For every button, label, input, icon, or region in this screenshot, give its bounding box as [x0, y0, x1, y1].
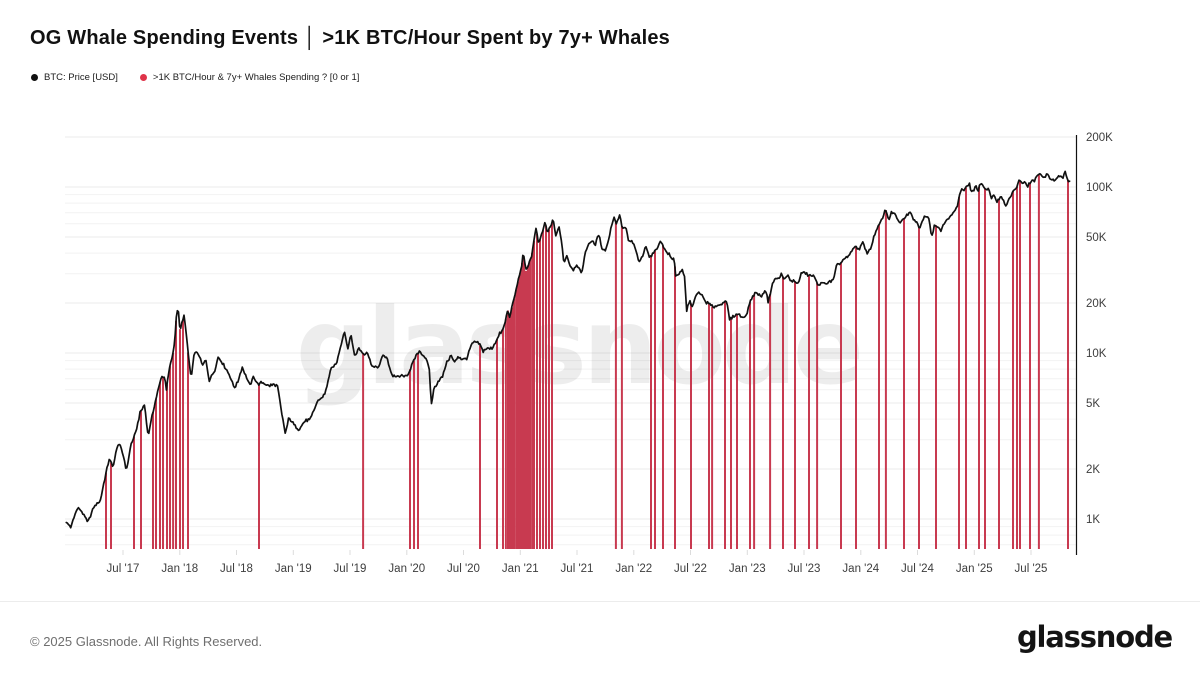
x-axis-label: Jul '20 — [447, 563, 480, 575]
legend: BTC: Price [USD] >1K BTC/Hour & 7y+ Whal… — [31, 72, 359, 83]
page-title: OG Whale Spending Events │ >1K BTC/Hour … — [30, 27, 670, 49]
x-axis-label: Jan '23 — [729, 563, 766, 575]
legend-item-whale-spending[interactable]: >1K BTC/Hour & 7y+ Whales Spending ? [0 … — [139, 72, 360, 83]
glassnode-logo: glassnode — [1017, 620, 1173, 654]
series-dot-icon — [31, 74, 38, 81]
x-axis-label: Jul '22 — [674, 563, 707, 575]
x-axis-label: Jul '19 — [334, 563, 367, 575]
y-axis-label: 10K — [1086, 348, 1107, 360]
y-axis-label: 2K — [1086, 464, 1100, 476]
x-axis-label: Jan '18 — [161, 563, 198, 575]
x-axis-label: Jul '18 — [220, 563, 253, 575]
x-axis-label: Jan '25 — [956, 563, 993, 575]
x-axis-label: Jul '17 — [107, 563, 140, 575]
x-axis-label: Jan '20 — [388, 563, 425, 575]
y-axis-label: 100K — [1086, 182, 1113, 194]
x-axis-label: Jan '19 — [275, 563, 312, 575]
x-axis-label: Jul '25 — [1015, 563, 1048, 575]
legend-label-btc-price: BTC: Price [USD] — [44, 72, 118, 83]
price-line — [65, 170, 1071, 529]
x-axis-label: Jul '23 — [788, 563, 821, 575]
y-axis-label: 20K — [1086, 298, 1107, 310]
x-axis-label: Jul '24 — [901, 563, 934, 575]
y-axis-label: 5K — [1086, 398, 1100, 410]
y-axis-label: 200K — [1086, 132, 1113, 144]
y-axis-label: 1K — [1086, 514, 1100, 526]
x-axis-label: Jan '22 — [615, 563, 652, 575]
legend-label-whale-spending: >1K BTC/Hour & 7y+ Whales Spending ? [0 … — [152, 72, 360, 83]
y-axis-label: 50K — [1086, 232, 1107, 244]
x-axis-label: Jul '21 — [561, 563, 594, 575]
series-dot-icon — [139, 74, 147, 81]
footer: © 2025 Glassnode. All Rights Reserved. g… — [0, 601, 1200, 675]
watermark-text: glassnode — [296, 286, 860, 408]
legend-item-btc-price[interactable]: BTC: Price [USD] — [31, 72, 118, 83]
x-axis-label: Jan '21 — [502, 563, 539, 575]
x-axis-label: Jan '24 — [842, 563, 879, 575]
copyright-text: © 2025 Glassnode. All Rights Reserved. — [30, 634, 263, 649]
